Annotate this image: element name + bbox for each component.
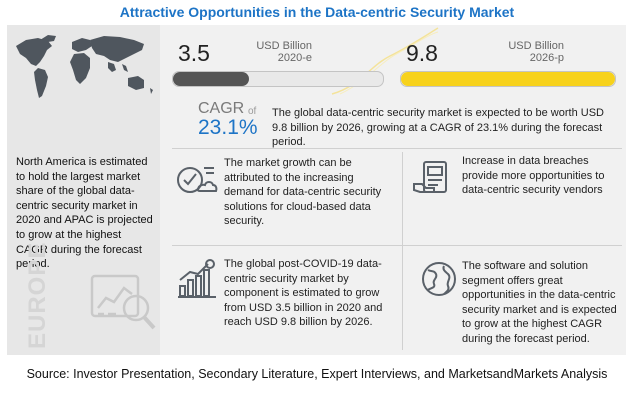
cloud-security-icon (177, 167, 218, 193)
divider-vertical (402, 152, 403, 350)
page-title: Attractive Opportunities in the Data-cen… (119, 4, 515, 20)
kpi-2020-unit: USD Billion 2020-e (256, 40, 312, 64)
globe-icon (422, 262, 456, 296)
kpi-2026-value: 9.8 (406, 40, 438, 66)
kpi-2026-bar (400, 71, 616, 87)
europe-watermark: EUROPE (24, 241, 51, 349)
cagr-description: The global data-centric security market … (272, 107, 604, 148)
world-map-icon (16, 35, 153, 98)
region-summary-text: North America is estimated to hold the l… (16, 156, 153, 271)
data-breach-icon (413, 161, 447, 193)
cagr-label: CAGR (198, 100, 245, 117)
analytics-magnifier-icon (90, 274, 156, 330)
cagr-value: 23.1% (198, 116, 258, 139)
growth-chart-icon (178, 259, 216, 298)
kpi-2026-unit: USD Billion 2026-p (508, 40, 564, 64)
block-cloud-security-text: The market growth can be attributed to t… (224, 157, 382, 227)
block-software-segment-text: The software and solution segment offers… (462, 260, 617, 345)
cagr-of: of (248, 106, 257, 117)
block-growth-text: The global post-COVID-19 data-centric se… (224, 258, 383, 328)
source-footer: Source: Investor Presentation, Secondary… (26, 367, 608, 381)
kpi-2020-bar-fill (173, 72, 249, 86)
kpi-2026-bar-fill (401, 72, 615, 86)
divider-top (172, 148, 622, 149)
kpi-2020-bar (172, 71, 384, 87)
divider-middle (172, 245, 622, 246)
block-data-breach-text: Increase in data breaches provide more o… (462, 155, 605, 196)
kpi-2020-value: 3.5 (178, 40, 210, 66)
